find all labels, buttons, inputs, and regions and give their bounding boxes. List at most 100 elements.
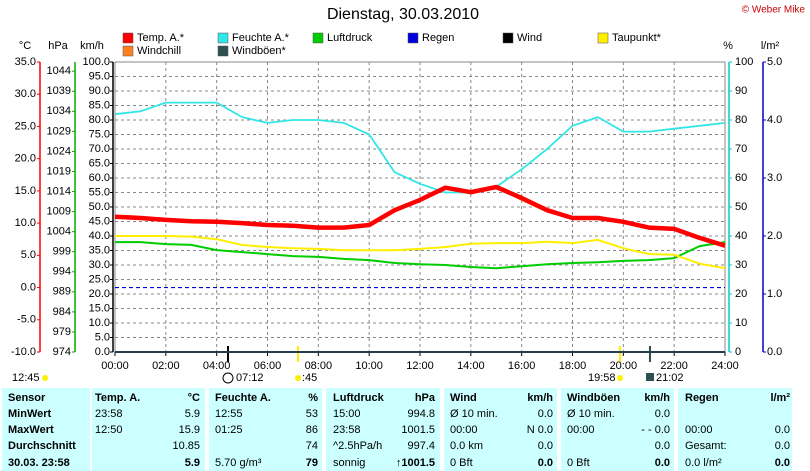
event-time: 12:45: [12, 372, 40, 384]
table-header: km/h: [644, 392, 670, 404]
y-tick-label: 1024: [47, 145, 71, 157]
table-cell: 10.85: [172, 440, 200, 452]
table-cell: 12:50: [95, 424, 123, 436]
table-cell: 0 Bft: [450, 457, 473, 469]
y-tick-label: 999: [53, 246, 71, 258]
table-cell: 0.0: [775, 440, 790, 452]
x-tick-label: 12:00: [406, 360, 434, 372]
y-tick-label: 0.0: [767, 346, 782, 358]
table-header: %: [308, 392, 318, 404]
event-time: 19:58: [588, 372, 616, 384]
y-tick-label: 974: [53, 346, 71, 358]
y-tick-label: 35.0: [89, 244, 110, 256]
legend-label: Wind: [517, 32, 542, 44]
x-tick-label: 06:00: [254, 360, 282, 372]
table-cell: MinWert: [8, 408, 52, 420]
y-tick-label: 0: [735, 346, 741, 358]
x-tick-label: 24:00: [711, 360, 739, 372]
table-cell: 994.8: [407, 408, 435, 420]
table-cell: 23:58: [95, 408, 123, 420]
y-tick-label: 95.0: [89, 70, 110, 82]
x-tick-label: 22:00: [660, 360, 688, 372]
y-tick-label: 994: [53, 266, 71, 278]
series-line: [115, 241, 726, 270]
y-tick-label: 40: [735, 230, 747, 242]
x-tick-label: 20:00: [610, 360, 638, 372]
y-tick-label: 60.0: [89, 172, 110, 184]
y-tick-label: 100: [735, 56, 753, 68]
x-tick-label: 08:00: [305, 360, 333, 372]
table-cell: 5.9: [185, 457, 200, 469]
legend-swatch: [122, 32, 134, 44]
legend-label: Windböen*: [232, 45, 287, 57]
table-cell: 5.9: [185, 408, 200, 420]
table-header: Wind: [450, 392, 477, 404]
table-header: hPa: [415, 392, 436, 404]
table-cell: 0.0: [655, 440, 670, 452]
y-tick-label: 20: [735, 288, 747, 300]
y-tick-label: 5.0: [767, 56, 782, 68]
y-tick-label: 5.0: [21, 249, 36, 261]
table-cell: - - 0.0: [641, 424, 670, 436]
table-cell: 53: [306, 408, 318, 420]
table-cell: 0.0: [655, 457, 670, 469]
table-cell: 0.0: [538, 408, 553, 420]
y-tick-label: 1019: [47, 165, 71, 177]
y-tick-label: 30.0: [89, 259, 110, 271]
legend-label: Feuchte A.*: [232, 32, 290, 44]
table-background: [2, 388, 792, 471]
table-cell: 1001.5: [401, 424, 435, 436]
axis-unit: %: [723, 40, 733, 52]
table-cell: 5.70 g/m³: [215, 457, 262, 469]
legend-swatch: [122, 45, 134, 57]
y-tick-label: -5.0: [17, 314, 36, 326]
table-cell: 00:00: [685, 424, 713, 436]
table-cell: 0.0: [775, 457, 790, 469]
y-tick-label: 25.0: [15, 120, 36, 132]
y-tick-label: 0.0: [21, 281, 36, 293]
y-tick-label: 1.0: [767, 288, 782, 300]
legend-label: Luftdruck: [327, 32, 373, 44]
x-tick-label: 04:00: [203, 360, 231, 372]
table-header: Regen: [685, 392, 719, 404]
table-cell: 30.03. 23:58: [8, 457, 70, 469]
table-cell: 01:25: [215, 424, 243, 436]
y-tick-label: 1014: [47, 185, 71, 197]
y-tick-label: 15.0: [89, 302, 110, 314]
y-tick-label: 80.0: [89, 114, 110, 126]
table-cell: 0.0: [655, 408, 670, 420]
x-tick-label: 16:00: [508, 360, 536, 372]
y-tick-label: 1039: [47, 85, 71, 97]
table-cell: 15:00: [333, 408, 361, 420]
x-tick-label: 18:00: [559, 360, 587, 372]
y-tick-label: 40.0: [89, 230, 110, 242]
y-tick-label: 50.0: [89, 201, 110, 213]
y-tick-label: 55.0: [89, 186, 110, 198]
y-tick-label: 90.0: [89, 85, 110, 97]
legend-label: Windchill: [137, 45, 181, 57]
y-tick-label: 85.0: [89, 99, 110, 111]
y-tick-label: 60: [735, 172, 747, 184]
y-tick-label: 1004: [47, 226, 71, 238]
y-tick-label: 20.0: [89, 288, 110, 300]
x-tick-label: 14:00: [457, 360, 485, 372]
y-tick-label: 10: [735, 317, 747, 329]
event-icons: [42, 346, 654, 384]
y-tick-label: 70: [735, 143, 747, 155]
table-cell: Gesamt:: [685, 440, 727, 452]
table-header: Sensor: [8, 392, 46, 404]
legend-label: Regen: [422, 32, 454, 44]
event-time: :45: [302, 372, 317, 384]
y-tick-label: -10.0: [11, 346, 36, 358]
table-cell: Durchschnitt: [8, 440, 76, 452]
y-tick-label: 50: [735, 201, 747, 213]
table-cell: 997.4: [407, 440, 435, 452]
y-tick-label: 1029: [47, 125, 71, 137]
axis-unit: l/m²: [761, 40, 780, 52]
table-cell: 0.0: [775, 424, 790, 436]
axis-unit: °C: [19, 40, 31, 52]
table-cell: 74: [306, 440, 318, 452]
y-tick-label: 45.0: [89, 215, 110, 227]
y-tick-label: 1009: [47, 206, 71, 218]
